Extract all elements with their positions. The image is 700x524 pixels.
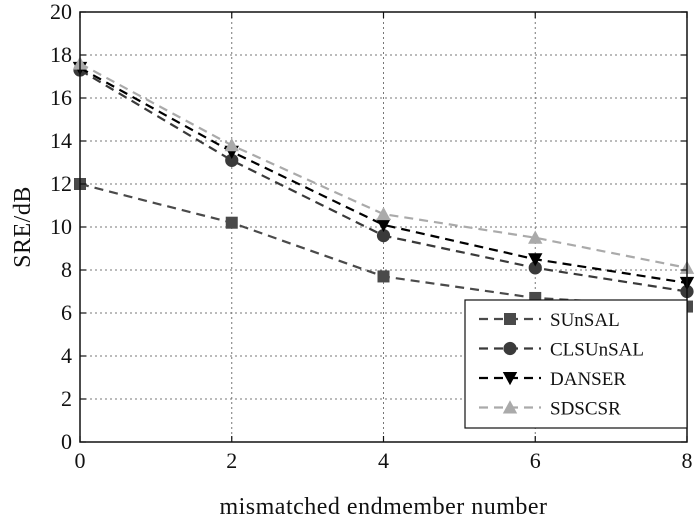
legend-item: DANSER xyxy=(479,369,626,390)
legend-item: SUnSAL xyxy=(479,310,620,331)
data-point xyxy=(225,216,238,229)
data-point xyxy=(528,230,543,244)
data-point xyxy=(376,218,391,233)
legend-label: DANSER xyxy=(550,369,626,390)
legend-item: CLSUnSAL xyxy=(479,340,644,361)
y-tick-label: 10 xyxy=(50,214,72,239)
y-tick-label: 0 xyxy=(61,429,72,454)
legend-label: CLSUnSAL xyxy=(550,340,644,361)
data-point xyxy=(528,253,543,267)
y-tick-label: 12 xyxy=(50,171,72,196)
legend-marker xyxy=(502,400,518,414)
data-point xyxy=(376,229,391,243)
legend-marker xyxy=(504,313,516,325)
y-tick-label: 4 xyxy=(61,343,72,368)
data-point xyxy=(224,138,239,152)
y-tick-label: 6 xyxy=(61,300,72,325)
x-tick-label: 4 xyxy=(378,448,389,473)
series-line xyxy=(79,66,688,284)
y-tick-label: 14 xyxy=(50,128,72,153)
legend-label: SUnSAL xyxy=(550,310,620,331)
y-tick-label: 16 xyxy=(50,85,72,110)
tick-layer: 0 2 4 6 8 0 2 4 6 8 10 12 14 16 18 20 xyxy=(50,0,693,473)
series-danser xyxy=(72,61,695,291)
legend-marker xyxy=(503,341,517,356)
data-point xyxy=(376,206,391,221)
y-tick-label: 18 xyxy=(50,42,72,67)
legend: SUnSAL CLSUnSAL DANSER SDSCSR xyxy=(464,299,688,429)
x-tick-label: 8 xyxy=(682,448,693,473)
y-tick-label: 20 xyxy=(50,0,72,24)
data-point xyxy=(377,270,390,283)
y-tick-label: 8 xyxy=(61,257,72,282)
y-tick-label: 2 xyxy=(61,386,72,411)
series-sunsal xyxy=(74,178,693,313)
x-tick-label: 2 xyxy=(226,448,237,473)
y-axis-label: SRE/dB xyxy=(10,186,36,268)
legend-label: SDSCSR xyxy=(550,399,621,420)
x-tick-label: 0 xyxy=(75,448,86,473)
legend-item: SDSCSR xyxy=(479,399,621,420)
series-layer xyxy=(72,56,695,313)
x-axis-label: mismatched endmember number xyxy=(219,494,547,520)
x-tick-label: 6 xyxy=(530,448,541,473)
data-point xyxy=(225,153,239,167)
legend-marker xyxy=(502,372,518,386)
data-point xyxy=(528,261,542,275)
